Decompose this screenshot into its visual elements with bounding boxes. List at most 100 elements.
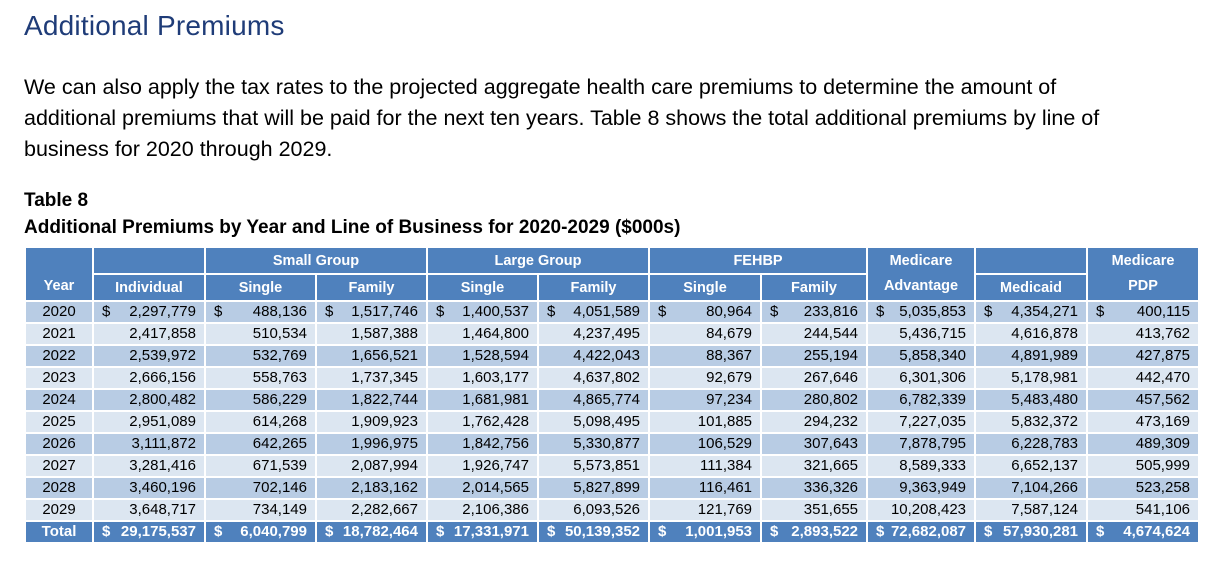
value-cell: 1,909,923 (315, 410, 428, 434)
currency-symbol: $ (436, 303, 445, 320)
value-cell: 558,763 (204, 366, 317, 390)
value-cell: 84,679 (648, 322, 763, 346)
table-row: 2027 3,281,416 671,539 2,087,994 1,926,747 5,… (24, 454, 1201, 478)
col-header-lg-family: Family (536, 273, 651, 302)
currency-symbol: $ (876, 523, 885, 540)
value-cell: $488,136 (204, 300, 317, 324)
value-cell: 1,656,521 (315, 344, 428, 368)
cell-value: 1,517,746 (351, 303, 418, 320)
value-cell: 413,762 (1086, 322, 1201, 346)
table-row: 2020 $2,297,779 $488,136 $1,517,746 $1,400,5… (24, 300, 1201, 324)
value-cell: $2,297,779 (92, 300, 206, 324)
value-cell: 111,384 (648, 454, 763, 478)
value-cell: 267,646 (760, 366, 869, 390)
value-cell: 2,282,667 (315, 498, 428, 522)
year-cell: 2025 (24, 410, 94, 434)
table-row: 2028 3,460,196 702,146 2,183,162 2,014,565 5,… (24, 476, 1201, 500)
value-cell: 5,832,372 (974, 410, 1089, 434)
value-cell: $400,115 (1086, 300, 1201, 324)
value-cell: 92,679 (648, 366, 763, 390)
value-cell: $17,331,971 (426, 520, 539, 544)
value-cell: 473,169 (1086, 410, 1201, 434)
pdp-label: PDP (1128, 278, 1158, 294)
value-cell: 6,652,137 (974, 454, 1089, 478)
value-cell: 510,534 (204, 322, 317, 346)
value-cell: 1,603,177 (426, 366, 539, 390)
medicare-label: Medicare (1111, 253, 1175, 269)
value-cell: 121,769 (648, 498, 763, 522)
value-cell: $80,964 (648, 300, 763, 324)
table-body: 2020 $2,297,779 $488,136 $1,517,746 $1,400,5… (24, 300, 1201, 544)
value-cell: 97,234 (648, 388, 763, 412)
currency-symbol: $ (1096, 303, 1105, 320)
value-cell: 307,643 (760, 432, 869, 456)
value-cell: 2,417,858 (92, 322, 206, 346)
value-cell: $5,035,853 (866, 300, 977, 324)
table-header: Year Small Group Large Group FEHBP Medic… (24, 246, 1201, 302)
year-cell: 2022 (24, 344, 94, 368)
value-cell: 4,616,878 (974, 322, 1089, 346)
value-cell: $2,893,522 (760, 520, 869, 544)
value-cell: 532,769 (204, 344, 317, 368)
value-cell: 7,227,035 (866, 410, 977, 434)
cell-value: 57,930,281 (1002, 523, 1079, 540)
cell-value: 72,682,087 (890, 523, 967, 540)
value-cell: 244,544 (760, 322, 869, 346)
value-cell: 1,528,594 (426, 344, 539, 368)
value-cell: $29,175,537 (92, 520, 206, 544)
value-cell: 10,208,423 (866, 498, 977, 522)
value-cell: 442,470 (1086, 366, 1201, 390)
value-cell: 2,951,089 (92, 410, 206, 434)
table-caption: Table 8 Additional Premiums by Year and … (24, 187, 1198, 241)
col-header-blank-medicaid (974, 246, 1089, 275)
year-cell: 2026 (24, 432, 94, 456)
value-cell: $6,040,799 (204, 520, 317, 544)
value-cell: 2,539,972 (92, 344, 206, 368)
value-cell: 2,106,386 (426, 498, 539, 522)
value-cell: $50,139,352 (536, 520, 651, 544)
currency-symbol: $ (547, 303, 556, 320)
value-cell: $72,682,087 (866, 520, 977, 544)
col-header-medicare-advantage: Medicare Advantage (866, 246, 977, 302)
value-cell: 294,232 (760, 410, 869, 434)
value-cell: 7,878,795 (866, 432, 977, 456)
value-cell: 255,194 (760, 344, 869, 368)
table-row: 2024 2,800,482 586,229 1,822,744 1,681,981 4,… (24, 388, 1201, 412)
value-cell: 642,265 (204, 432, 317, 456)
value-cell: 457,562 (1086, 388, 1201, 412)
value-cell: 541,106 (1086, 498, 1201, 522)
value-cell: 5,098,495 (536, 410, 651, 434)
year-cell: 2027 (24, 454, 94, 478)
value-cell: 116,461 (648, 476, 763, 500)
cell-value: 6,040,799 (240, 523, 307, 540)
currency-symbol: $ (214, 303, 223, 320)
table-number: Table 8 (24, 190, 89, 211)
value-cell: $4,354,271 (974, 300, 1089, 324)
col-header-year: Year (24, 246, 94, 302)
currency-symbol: $ (876, 303, 885, 320)
value-cell: $1,400,537 (426, 300, 539, 324)
value-cell: 4,865,774 (536, 388, 651, 412)
cell-value: 50,139,352 (564, 523, 641, 540)
table-row: 2025 2,951,089 614,268 1,909,923 1,762,428 5,… (24, 410, 1201, 434)
value-cell: 7,587,124 (974, 498, 1089, 522)
table-title: Additional Premiums by Year and Line of … (24, 217, 681, 238)
premiums-table: Year Small Group Large Group FEHBP Medic… (24, 246, 1201, 544)
value-cell: 1,842,756 (426, 432, 539, 456)
cell-value: 1,001,953 (685, 523, 753, 540)
cell-value: 4,051,589 (573, 303, 641, 320)
value-cell: 6,228,783 (974, 432, 1089, 456)
value-cell: 2,087,994 (315, 454, 428, 478)
value-cell: 8,589,333 (866, 454, 977, 478)
intro-paragraph: We can also apply the tax rates to the p… (24, 75, 1100, 161)
currency-symbol: $ (214, 523, 223, 540)
currency-symbol: $ (102, 523, 111, 540)
currency-symbol: $ (770, 523, 779, 540)
table-row: 2022 2,539,972 532,769 1,656,521 1,528,594 4,… (24, 344, 1201, 368)
col-header-fehbp-family: Family (760, 273, 869, 302)
value-cell: 5,330,877 (536, 432, 651, 456)
group-header-large-group: Large Group (425, 246, 651, 275)
value-cell: 5,573,851 (536, 454, 651, 478)
value-cell: 5,858,340 (866, 344, 977, 368)
value-cell: 505,999 (1086, 454, 1201, 478)
